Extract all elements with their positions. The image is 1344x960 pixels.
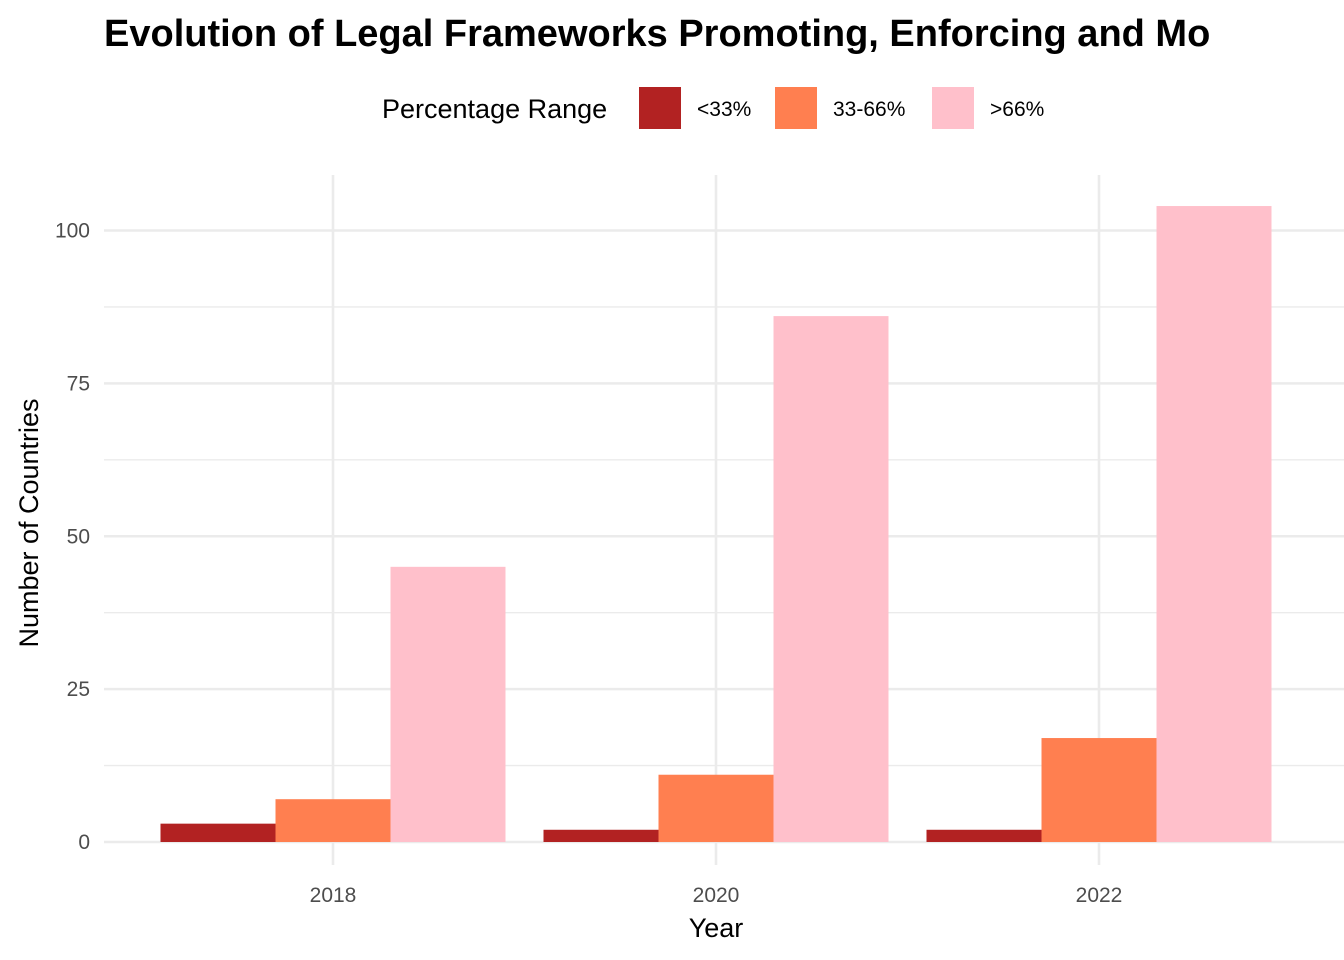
legend-items: <33% 33-66% >66% <box>639 87 1044 129</box>
bars <box>160 206 1272 843</box>
y-tick-label: 50 <box>67 525 90 548</box>
legend-item: >66% <box>932 87 1044 129</box>
x-axis-title: Year <box>689 913 744 943</box>
x-tick-label: 2018 <box>310 884 357 907</box>
bar <box>543 829 659 842</box>
chart-title: Evolution of Legal Frameworks Promoting,… <box>104 13 1210 55</box>
y-tick-label: 25 <box>67 678 90 701</box>
bar <box>275 799 391 842</box>
y-tick-label: 0 <box>78 831 90 854</box>
legend-label: 33-66% <box>833 98 905 121</box>
bar <box>773 316 889 842</box>
x-tick-label: 2020 <box>693 884 740 907</box>
legend-key <box>639 87 681 129</box>
bar <box>658 774 774 842</box>
x-tick-label: 2022 <box>1076 884 1123 907</box>
bar <box>160 823 276 842</box>
legend-label: <33% <box>697 98 751 121</box>
legend-item: 33-66% <box>775 87 905 129</box>
legend: Percentage Range <33% 33-66% >66% <box>382 87 1044 129</box>
y-tick-label: 100 <box>55 220 90 243</box>
y-axis-ticks: 0 25 50 75 100 <box>55 220 90 855</box>
bar <box>390 566 506 842</box>
plot-area: 0 25 50 75 100 2018 2020 2022 <box>55 175 1344 907</box>
y-axis-title: Number of Countries <box>14 398 44 647</box>
bar <box>926 829 1042 842</box>
legend-title: Percentage Range <box>382 94 607 124</box>
legend-label: >66% <box>990 98 1044 121</box>
legend-item: <33% <box>639 87 751 129</box>
bar <box>1156 206 1272 843</box>
legend-key <box>932 87 974 129</box>
legend-key <box>775 87 817 129</box>
x-axis-ticks: 2018 2020 2022 <box>310 884 1123 907</box>
y-tick-label: 75 <box>67 372 90 395</box>
bar <box>1041 738 1157 842</box>
